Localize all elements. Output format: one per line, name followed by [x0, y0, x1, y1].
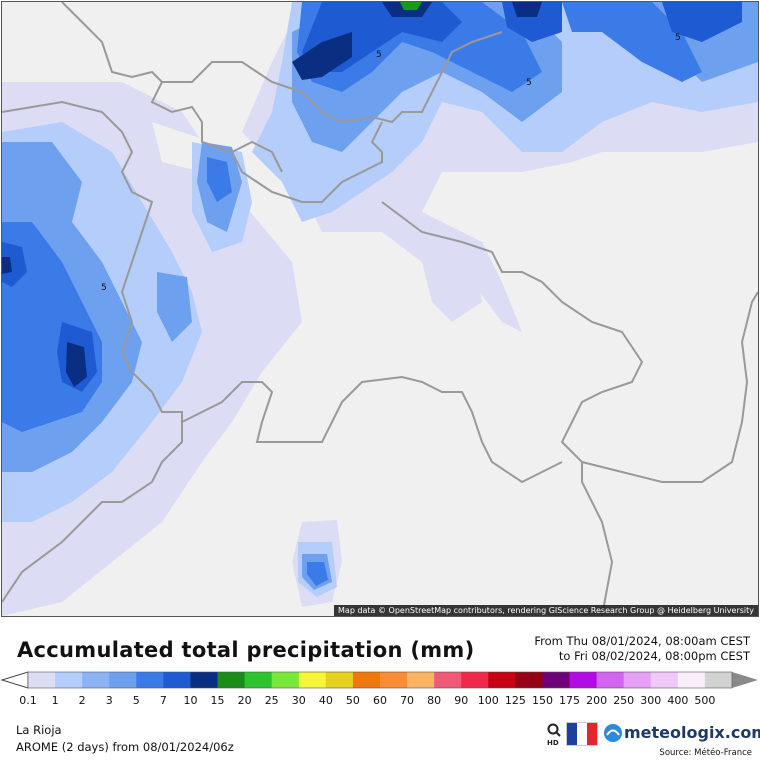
legend-swatch — [109, 672, 137, 688]
legend-tick-label: 250 — [613, 694, 634, 707]
legend-swatch — [488, 672, 516, 688]
legend-tick-label: 400 — [667, 694, 688, 707]
contour-label: 5 — [376, 50, 382, 60]
color-scale-legend: 0.1 1 2 3 5 7 10 15 20 25 30 40 50 60 70 80 90 100 125 150 1… — [0, 671, 758, 707]
legend-tick-label: 500 — [694, 694, 715, 707]
legend-tick-label: 200 — [586, 694, 607, 707]
precipitation-map[interactable]: 5 5 5 5 Map data © OpenStreetMap contrib… — [1, 1, 759, 617]
legend-tick-label: 10 — [183, 694, 197, 707]
legend-tick-label: 300 — [640, 694, 661, 707]
legend-swatch — [650, 672, 679, 688]
legend-swatch — [298, 672, 327, 688]
legend-tick-label: 5 — [133, 694, 140, 707]
legend-swatch — [82, 672, 110, 688]
magnifier-hd-icon[interactable]: HD — [546, 722, 562, 746]
legend-tick-label: 7 — [160, 694, 167, 707]
legend-swatch — [380, 672, 408, 688]
legend-swatch — [596, 672, 625, 688]
legend-swatch — [136, 672, 164, 688]
legend-tick-label: 150 — [532, 694, 553, 707]
legend-tick-label: 100 — [478, 694, 499, 707]
legend-swatch — [352, 672, 381, 688]
france-flag-icon — [566, 722, 598, 746]
legend-swatch — [190, 672, 219, 688]
data-source: Source: Météo-France — [659, 748, 752, 758]
map-canvas — [2, 2, 758, 616]
legend-swatch — [325, 672, 354, 688]
legend-swatch — [704, 672, 733, 688]
legend-tick-label: 175 — [559, 694, 580, 707]
legend-outline — [27, 671, 733, 689]
legend-arrow-left — [0, 671, 29, 689]
legend-swatch — [55, 672, 83, 688]
legend-tick-label: 2 — [79, 694, 86, 707]
contour-label: 5 — [675, 33, 681, 43]
legend-tick-label: 3 — [106, 694, 113, 707]
legend-tick-label: 90 — [454, 694, 468, 707]
legend-tick-label: 1 — [52, 694, 59, 707]
legend-tick-label: 125 — [505, 694, 526, 707]
brand-name[interactable]: meteologix.com — [624, 723, 760, 742]
legend-swatch — [542, 672, 571, 688]
legend-swatch — [569, 672, 598, 688]
legend-tick-label: 60 — [373, 694, 387, 707]
legend-tick-label: 15 — [211, 694, 225, 707]
period-from: From Thu 08/01/2024, 08:00am CEST — [534, 634, 750, 648]
legend-tick-label: 70 — [400, 694, 414, 707]
legend-swatch — [407, 672, 435, 688]
legend-swatch — [217, 672, 246, 688]
region-name: La Rioja — [16, 723, 62, 737]
admin-borders — [2, 2, 758, 616]
meteologix-logo-icon — [604, 724, 622, 742]
legend-swatch — [461, 672, 489, 688]
contour-label: 5 — [101, 283, 107, 293]
model-info: AROME (2 days) from 08/01/2024/06z — [16, 740, 234, 754]
legend-swatch — [28, 672, 56, 688]
legend-arrow-right — [732, 672, 758, 688]
map-attribution: Map data © OpenStreetMap contributors, r… — [334, 605, 758, 616]
legend-tick-label: 20 — [238, 694, 252, 707]
legend-swatch — [515, 672, 543, 688]
map-title: Accumulated total precipitation (mm) — [17, 638, 475, 662]
legend-tick-label: 50 — [346, 694, 360, 707]
time-period: From Thu 08/01/2024, 08:00am CEST to Fri… — [534, 634, 750, 664]
legend-swatch — [434, 672, 462, 688]
contour-label: 5 — [526, 78, 532, 88]
legend-swatch — [244, 672, 273, 688]
legend-tick-label: 80 — [427, 694, 441, 707]
legend-swatch — [163, 672, 191, 688]
period-to: to Fri 08/02/2024, 08:00pm CEST — [558, 649, 750, 663]
brand-bar: HD meteologix.com — [546, 720, 760, 748]
svg-text:HD: HD — [547, 739, 559, 746]
precip-layer-green — [400, 2, 422, 10]
legend-tick-label: 40 — [319, 694, 333, 707]
legend-swatch — [271, 672, 300, 688]
legend-tick-label: 30 — [292, 694, 306, 707]
legend-tick-label: 0.1 — [19, 694, 37, 707]
legend-tick-label: 25 — [265, 694, 279, 707]
legend-swatch — [677, 672, 706, 688]
legend-swatch — [623, 672, 652, 688]
